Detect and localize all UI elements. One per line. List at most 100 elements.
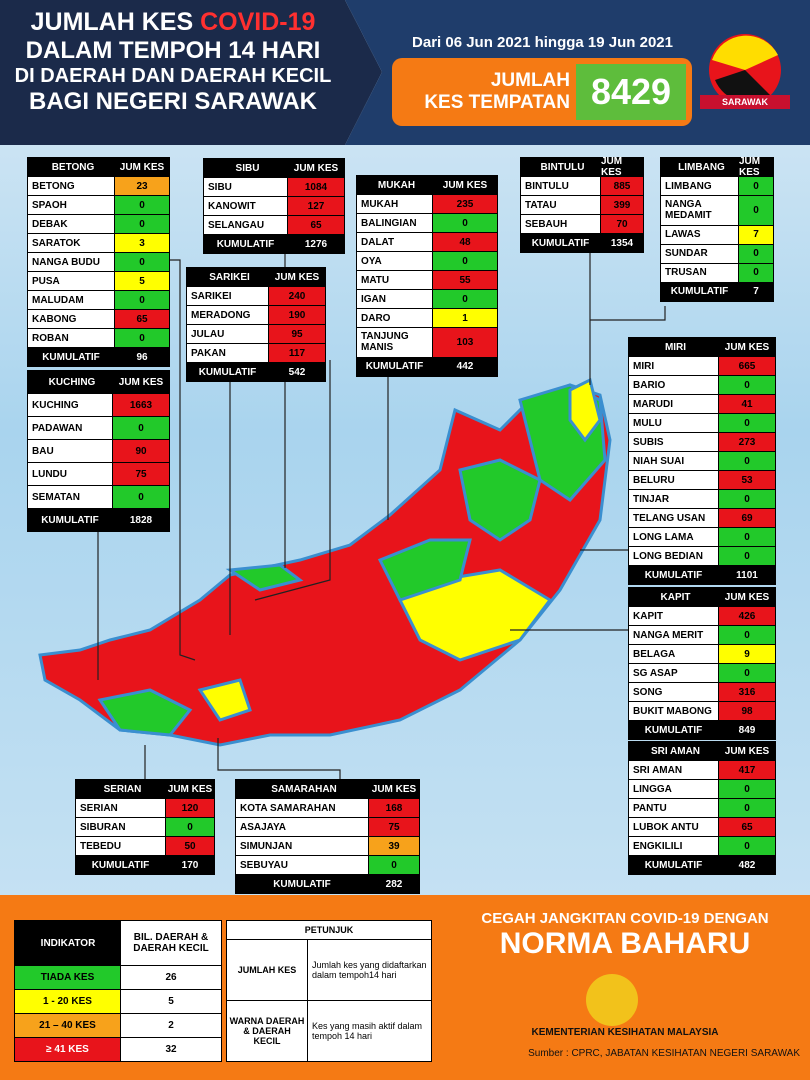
case-count: 7	[738, 225, 773, 244]
case-count: 235	[432, 195, 497, 213]
ministry: KEMENTERIAN KESIHATAN MALAYSIA	[531, 1027, 719, 1038]
district-name: LONG LAMA	[629, 528, 718, 546]
case-count: 0	[718, 376, 775, 394]
district-name: LUNDU	[28, 463, 112, 485]
source: Sumber : CPRC, JABATAN KESIHATAN NEGERI …	[528, 1048, 800, 1059]
table-header: BETONG JUM KES	[28, 158, 169, 176]
case-count: 0	[432, 214, 497, 232]
title-text: DI DAERAH DAN DAERAH KECIL	[14, 65, 332, 87]
district-name: MARUDI	[629, 395, 718, 413]
case-count: 399	[600, 196, 643, 214]
table-row: BUKIT MABONG 98	[629, 701, 775, 720]
district-name: PANTU	[629, 799, 718, 817]
indicator-table: INDIKATOR BIL. DAERAH & DAERAH KECIL TIA…	[14, 920, 222, 1062]
case-count: 70	[600, 215, 643, 233]
case-count: 55	[432, 271, 497, 289]
total-value: 1276	[287, 235, 344, 253]
district-table: KUCHING JUM KES KUCHING 1663 PADAWAN 0 BAU 90 LU…	[27, 370, 170, 532]
case-count: 5	[114, 272, 169, 290]
table-row: SARATOK 3	[28, 233, 169, 252]
logo-text: SARAWAK	[722, 97, 769, 107]
indicator-count: 32	[120, 1038, 221, 1061]
column-header: JUM KES	[432, 176, 497, 194]
district-name: DALAT	[357, 233, 432, 251]
district-table: SARIKEI JUM KES SARIKEI 240 MERADONG 190 JULAU…	[186, 267, 326, 382]
title-text: DALAM TEMPOH 14 HARI	[25, 37, 321, 64]
case-count: 98	[718, 702, 775, 720]
indicator-count: 5	[120, 990, 221, 1013]
table-header: KAPIT JUM KES	[629, 588, 775, 606]
total-value: 170	[165, 856, 214, 874]
district-name: TEBEDU	[76, 837, 165, 855]
table-row: BINTULU 885	[521, 176, 643, 195]
table-total: KUMULATIF 1101	[629, 565, 775, 584]
case-count: 65	[718, 818, 775, 836]
total-label: KUMULATIF	[629, 566, 718, 584]
table-row: DALAT 48	[357, 232, 497, 251]
district-name: BARIO	[629, 376, 718, 394]
case-count: 65	[114, 310, 169, 328]
indicator-label: ≥ 41 KES	[15, 1038, 120, 1061]
table-total: KUMULATIF 7	[661, 281, 773, 301]
total-value: 8429	[576, 64, 686, 120]
total-label: KUMULATIF	[76, 856, 165, 874]
division-name: SARIKEI	[187, 268, 268, 286]
legend-term: WARNA DAERAH & DAERAH KECIL	[227, 1001, 308, 1061]
table-total: KUMULATIF 170	[76, 855, 214, 874]
district-name: LUBOK ANTU	[629, 818, 718, 836]
district-name: MALUDAM	[28, 291, 114, 309]
division-name: KUCHING	[28, 371, 112, 393]
district-name: NANGA MEDAMIT	[661, 196, 738, 225]
case-count: 0	[112, 417, 169, 439]
table-row: TEBEDU 50	[76, 836, 214, 855]
division-name: SIBU	[204, 159, 287, 177]
total-label: KUMULATIF	[521, 234, 600, 252]
table-row: BETONG 23	[28, 176, 169, 195]
district-name: SRI AMAN	[629, 761, 718, 779]
case-count: 0	[738, 263, 773, 282]
table-total: KUMULATIF 1828	[28, 508, 169, 531]
table-row: SONG 316	[629, 682, 775, 701]
table-header: LIMBANG JUM KES	[661, 156, 773, 178]
district-name: NANGA MERIT	[629, 626, 718, 644]
district-name: MUKAH	[357, 195, 432, 213]
table-header: KUCHING JUM KES	[28, 371, 169, 393]
case-count: 1084	[287, 178, 344, 196]
district-name: SEMATAN	[28, 486, 112, 508]
case-count: 9	[718, 645, 775, 663]
case-count: 0	[114, 329, 169, 347]
case-count: 48	[432, 233, 497, 251]
case-count: 0	[114, 196, 169, 214]
table-row: MARUDI 41	[629, 394, 775, 413]
indicator-row: 21 – 40 KES 2	[15, 1013, 221, 1037]
table-header: SARIKEI JUM KES	[187, 268, 325, 286]
legend-row: JUMLAH KES Jumlah kes yang didaftarkan da…	[227, 940, 431, 1000]
division-name: MUKAH	[357, 176, 432, 194]
district-name: TINJAR	[629, 490, 718, 508]
slogan: CEGAH JANGKITAN COVID-19 DENGAN NORMA BA…	[440, 910, 810, 961]
case-count: 0	[718, 490, 775, 508]
indicator-label: 1 - 20 KES	[15, 990, 120, 1013]
table-row: SIMUNJAN 39	[236, 836, 419, 855]
case-count: 426	[718, 607, 775, 625]
column-header: JUM KES	[165, 780, 214, 798]
case-count: 0	[432, 290, 497, 308]
district-name: IGAN	[357, 290, 432, 308]
case-count: 50	[165, 837, 214, 855]
division-name: SERIAN	[76, 780, 165, 798]
table-row: SEMATAN 0	[28, 485, 169, 508]
legend-title: PETUNJUK	[227, 921, 431, 940]
total-label: KUMULATIF	[661, 282, 738, 301]
table-row: SG ASAP 0	[629, 663, 775, 682]
case-count: 0	[112, 486, 169, 508]
district-table: SERIAN JUM KES SERIAN 120 SIBURAN 0 TEBEDU 50 KU…	[75, 779, 215, 875]
table-row: BELURU 53	[629, 470, 775, 489]
case-count: 190	[268, 306, 325, 324]
table-row: SEBUYAU 0	[236, 855, 419, 874]
district-name: BALINGIAN	[357, 214, 432, 232]
table-header: SERIAN JUM KES	[76, 780, 214, 798]
table-row: PAKAN 117	[187, 343, 325, 362]
title-text: BAGI NEGERI SARAWAK	[28, 88, 318, 115]
case-count: 0	[718, 547, 775, 565]
district-name: LAWAS	[661, 225, 738, 244]
